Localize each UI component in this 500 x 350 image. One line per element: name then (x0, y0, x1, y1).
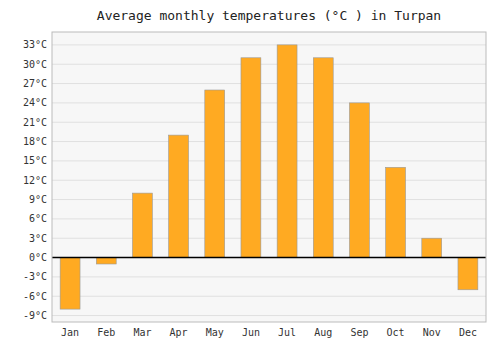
bar (241, 58, 261, 258)
grid-line (52, 64, 486, 65)
grid-line (52, 276, 486, 277)
grid-line (52, 238, 486, 239)
bar (386, 167, 406, 257)
grid-line (52, 218, 486, 219)
x-tick-label: Jul (278, 327, 296, 338)
y-tick-label: 18°C (23, 136, 47, 147)
grid-line (52, 44, 486, 45)
grid-line (52, 102, 486, 103)
grid-line (52, 180, 486, 181)
y-tick-label: 30°C (23, 59, 47, 70)
bar (169, 135, 189, 257)
grid-line (52, 122, 486, 123)
grid-line (52, 141, 486, 142)
y-tick-label: 9°C (29, 194, 47, 205)
grid-line (52, 315, 486, 316)
bar (132, 193, 152, 257)
bar (349, 103, 369, 258)
y-tick-label: -9°C (23, 310, 47, 321)
grid-line (52, 199, 486, 200)
y-tick-label: 33°C (23, 39, 47, 50)
x-tick-label: Oct (387, 327, 405, 338)
x-axis: Jan Feb Mar Apr May Jun Jul Aug Sep Oct Nov Dec (61, 327, 477, 338)
y-tick-label: -6°C (23, 291, 47, 302)
bar (277, 45, 297, 258)
title: Average monthly temperatures (°C ) in Tu… (97, 8, 441, 23)
chart: -9°C -6°C -3°C 0°C 3°C 6°C 9°C 12°C 15°C 18°C 21°C… (0, 0, 500, 350)
grid-line (52, 160, 486, 161)
bar (458, 258, 478, 290)
y-tick-label: 21°C (23, 117, 47, 128)
bar (313, 58, 333, 258)
y-tick-label: 0°C (29, 252, 47, 263)
zero-line (52, 257, 486, 259)
x-tick-label: Apr (170, 327, 188, 338)
grid (52, 45, 486, 316)
y-tick-label: 6°C (29, 213, 47, 224)
x-tick-label: Mar (133, 327, 151, 338)
grid-line (52, 296, 486, 297)
grid-line (52, 257, 486, 258)
bar (205, 90, 225, 258)
y-tick-label: 12°C (23, 175, 47, 186)
x-tick-label: May (206, 327, 224, 338)
grid-line (52, 83, 486, 84)
x-tick-label: Jan (61, 327, 79, 338)
plot-frame (52, 32, 486, 322)
y-tick-label: 24°C (23, 97, 47, 108)
x-tick-label: Feb (97, 327, 115, 338)
x-tick-label: Aug (314, 327, 332, 338)
y-tick-label: 27°C (23, 78, 47, 89)
bar (96, 258, 116, 264)
y-tick-label: 15°C (23, 155, 47, 166)
y-tick-label: -3°C (23, 271, 47, 282)
plot-background (52, 32, 486, 322)
bars (60, 45, 478, 309)
x-tick-label: Nov (423, 327, 441, 338)
y-axis: -9°C -6°C -3°C 0°C 3°C 6°C 9°C 12°C 15°C 18°C 21°C… (23, 39, 47, 321)
bar (422, 238, 442, 257)
x-tick-label: Dec (459, 327, 477, 338)
x-tick-label: Jun (242, 327, 260, 338)
bar (60, 258, 80, 310)
y-tick-label: 3°C (29, 233, 47, 244)
x-tick-label: Sep (350, 327, 368, 338)
